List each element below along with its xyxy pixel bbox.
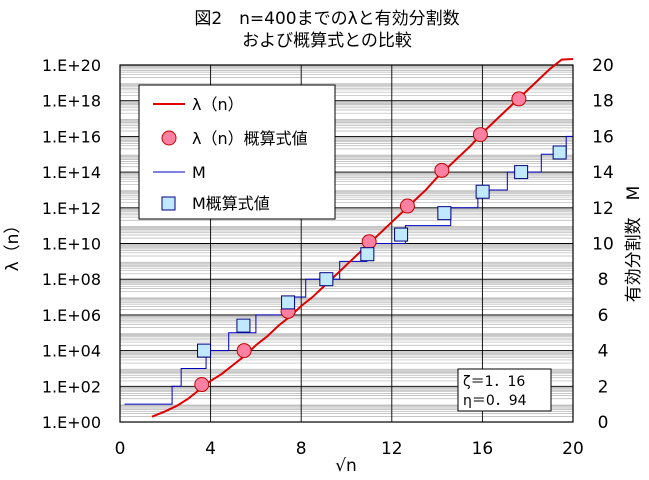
m-approx-point [514,165,529,180]
y-right-tick-label: 16 [592,127,614,147]
y-left-tick-label: 1.E+20 [42,56,101,75]
y-left-tick-label: 1.E+10 [42,235,101,254]
m-approx-point [319,272,334,287]
m-approx-point [236,318,251,333]
series-lambda-markers [194,91,527,393]
lambda-approx-point [399,198,415,214]
lambda-approx-point [511,91,527,107]
y-right-tick-label: 2 [598,377,609,397]
m-approx-point [437,206,452,221]
y-right-tick-label: 20 [592,56,614,76]
y-right-tick-label: 8 [598,270,609,290]
y-left-tick-label: 1.E+14 [42,163,101,182]
y-right-tick-label: 4 [598,342,609,362]
legend-swatch-lambda-approx [161,130,177,146]
y-left-tick-label: 1.E+02 [42,377,101,396]
y-left-tick-label: 1.E+00 [42,413,101,432]
m-approx-point [552,145,567,160]
legend-label-lambda-approx: λ（n）概算式値 [192,129,308,148]
legend-label-lambda: λ（n） [192,95,244,114]
y-right-tick-label: 18 [592,92,614,112]
lambda-approx-point [194,377,210,393]
x-axis-ticks: 0 4 8 12 16 20 [115,439,584,459]
legend-label-m: M [192,163,206,182]
m-approx-point [281,295,296,310]
legend: λ（n） λ（n）概算式値 M M概算式値 [138,84,336,220]
lambda-approx-point [361,234,377,250]
plot-border [119,64,574,423]
m-approx-point [394,227,409,242]
x-axis-label: √n [335,456,357,476]
lambda-approx-point [434,162,450,178]
annotation-eta: η＝0．94 [463,393,527,409]
x-tick-label: 8 [296,439,307,459]
y-left-tick-label: 1.E+04 [42,342,101,361]
y-right-tick-label: 14 [592,163,614,183]
y-left-tick-label: 1.E+16 [42,127,101,146]
y-right-tick-label: 6 [598,306,609,326]
y-axis-left-label: λ（n） [3,217,23,272]
annotation-zeta: ζ＝1．16 [463,374,525,390]
y-left-tick-label: 1.E+06 [42,306,101,325]
chart-title-line2: および概算式との比較 [242,31,412,51]
m-approx-point [475,184,490,199]
y-left-tick-label: 1.E+08 [42,270,101,289]
y-left-tick-label: 1.E+18 [42,92,101,111]
y-right-tick-label: 0 [598,413,609,433]
m-approx-point [197,343,212,358]
x-tick-label: 12 [381,439,403,459]
m-approx-point [360,247,375,262]
chart-title-line1: 図2 n=400までのλと有効分割数 [194,9,459,29]
y-right-tick-label: 12 [592,199,614,219]
lambda-approx-point [472,127,488,143]
legend-label-m-approx: M概算式値 [192,194,270,213]
parameter-annotation: ζ＝1．16 η＝0．94 [457,368,552,412]
lambda-approx-point [236,343,252,359]
x-tick-label: 16 [472,439,494,459]
x-tick-label: 4 [205,439,216,459]
y-axis-right-label: 有効分割数 M [624,186,644,303]
y-left-tick-label: 1.E+12 [42,199,101,218]
series-m-markers [197,145,567,358]
x-tick-label: 20 [562,439,584,459]
y-right-tick-label: 10 [592,235,614,255]
y-axis-right-ticks: 0 2 4 6 8 10 12 14 16 18 20 [592,56,614,433]
y-axis-left-ticks: 1.E+00 1.E+02 1.E+04 1.E+06 1.E+08 1.E+10 1.E+… [42,56,101,432]
legend-swatch-m-approx [161,196,176,211]
x-tick-label: 0 [115,439,126,459]
